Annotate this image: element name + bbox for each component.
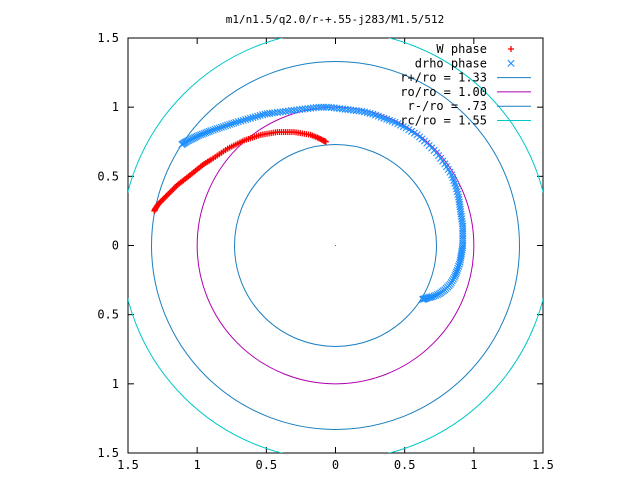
w-phase-series	[151, 129, 329, 214]
drho-phase-point	[207, 127, 215, 135]
drho-phase-point	[246, 114, 255, 122]
w-phase-point	[170, 185, 177, 192]
legend-entry: drho phase	[415, 56, 515, 70]
legend-entry: r+/ro = 1.33	[400, 71, 531, 85]
y-tick-label: 1.5	[97, 31, 119, 45]
drho-phase-point	[355, 107, 363, 115]
y-tick-label: 1	[112, 377, 119, 391]
x-tick-label: 1	[470, 458, 477, 472]
legend-label: r-/ro = .73	[408, 99, 487, 113]
drho-phase-point	[224, 121, 232, 129]
legend-label: ro/ro = 1.00	[400, 85, 487, 99]
legend-label: drho phase	[415, 56, 487, 70]
x-tick-label: 0.5	[394, 458, 416, 472]
x-tick-label: 1.5	[117, 458, 139, 472]
x-tick-label: 1.5	[532, 458, 554, 472]
drho-phase-point	[249, 113, 257, 122]
y-tick-label: 1.5	[97, 446, 119, 460]
w-phase-point	[172, 184, 179, 191]
circle-r--ring	[234, 144, 437, 347]
origin-dot	[334, 244, 337, 247]
drho-phase-point	[215, 124, 223, 132]
drho-phase-point	[244, 115, 252, 123]
plot-curves	[128, 38, 543, 453]
drho-phase-point	[219, 122, 228, 131]
drho-phase-point	[456, 256, 464, 264]
drho-phase-point	[360, 108, 369, 116]
w-phase-point	[322, 138, 329, 145]
legend-entry: rc/ro = 1.55	[400, 114, 531, 128]
y-tick-labels: 1.5 1 0.5 0 0.5 1 1.5	[97, 31, 119, 460]
drho-phase-point	[428, 293, 436, 301]
drho-phase-point	[452, 182, 460, 190]
y-tick-label: 0.5	[97, 308, 119, 322]
w-phase-point	[167, 188, 174, 195]
drho-phase-point	[256, 111, 264, 120]
x-tick-label: 1	[194, 458, 201, 472]
drho-phase-point	[205, 127, 213, 135]
drho-phase-point	[453, 187, 461, 196]
drho-phase-point	[419, 295, 427, 304]
chart-title: m1/n1.5/q2.0/r-+.55-j283/M1.5/512	[226, 13, 445, 26]
drho-phase-point	[226, 120, 234, 129]
w-phase-point	[169, 187, 176, 194]
drho-phase-point	[251, 113, 259, 121]
drho-phase-point	[366, 109, 374, 117]
legend-label: W phase	[436, 42, 487, 56]
legend-entry: W phase	[436, 42, 514, 56]
x-tick-label: 0	[332, 458, 339, 472]
drho-phase-point	[237, 117, 245, 125]
drho-phase-point	[363, 109, 371, 117]
drho-phase-point	[254, 112, 262, 120]
drho-phase-point	[234, 118, 242, 126]
drho-phase-point	[358, 107, 366, 115]
w-phase-point	[166, 189, 173, 196]
y-tick-label: 0	[112, 239, 119, 253]
legend-label: rc/ro = 1.55	[400, 114, 487, 128]
drho-phase-point	[427, 293, 435, 301]
drho-phase-point	[455, 260, 463, 268]
drho-phase-point	[232, 118, 240, 126]
legend-marker	[507, 59, 515, 67]
legend-label: r+/ro = 1.33	[400, 71, 487, 85]
drho-phase-point	[239, 116, 247, 124]
circle-r+-ring	[151, 61, 520, 430]
drho-phase-point	[456, 258, 464, 266]
drho-phase-series	[178, 103, 467, 304]
drho-phase-point	[454, 264, 462, 272]
drho-phase-point	[217, 123, 225, 131]
drho-phase-point	[230, 119, 238, 127]
drho-phase-point	[241, 116, 250, 124]
legend-entry: r-/ro = .73	[408, 99, 531, 113]
x-tick-label: 0.5	[255, 458, 277, 472]
drho-phase-point	[228, 120, 236, 128]
y-tick-label: 1	[112, 100, 119, 114]
drho-phase-point	[455, 262, 463, 270]
drho-phase-point	[451, 271, 459, 280]
drho-phase-point	[452, 185, 461, 193]
drho-phase-point	[221, 122, 230, 130]
drho-phase-point	[211, 125, 219, 133]
y-tick-label: 0.5	[97, 169, 119, 183]
legend-marker	[508, 46, 514, 52]
drho-phase-point	[209, 126, 217, 134]
x-tick-labels: 1.5 1 0.5 0 0.5 1 1.5	[117, 458, 554, 472]
legend-entry: ro/ro = 1.00	[400, 85, 531, 99]
drho-phase-point	[213, 125, 221, 133]
